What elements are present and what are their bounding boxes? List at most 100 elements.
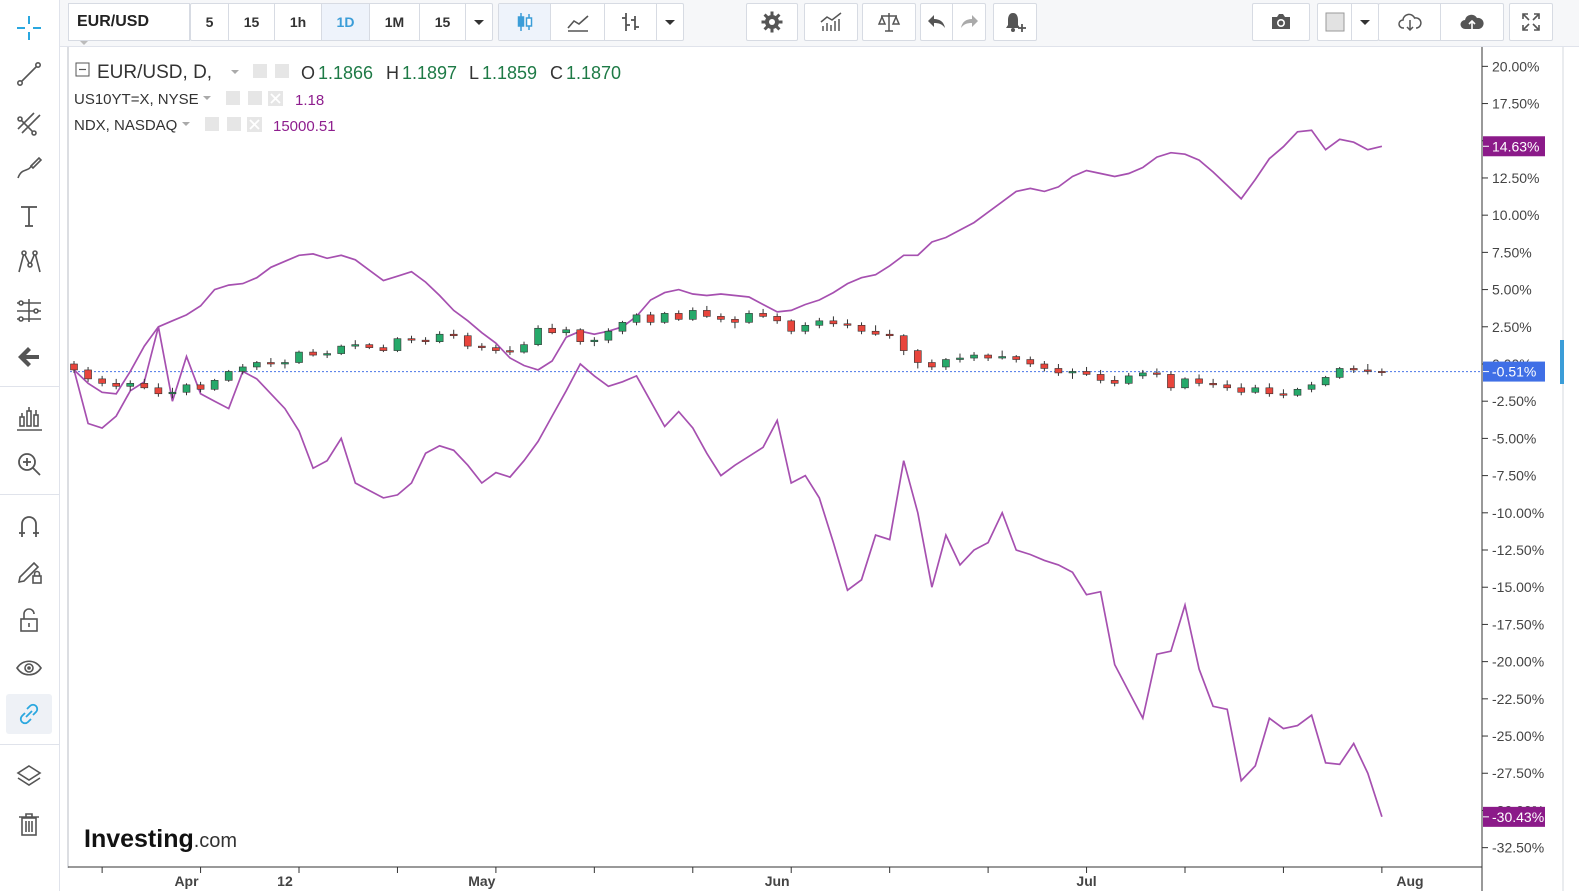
area-chart-icon[interactable] <box>551 4 605 40</box>
back-arrow-icon[interactable] <box>6 337 52 377</box>
interval-15[interactable]: 15 <box>229 4 275 40</box>
legend-close-label: C <box>550 63 563 83</box>
indicators-icon[interactable] <box>805 4 857 40</box>
gear-icon[interactable] <box>275 64 289 78</box>
legend-open-value: 1.1866 <box>318 63 373 83</box>
interval-group: 5 15 1h 1D 1M 15 <box>190 3 493 41</box>
candle-body <box>1110 380 1119 384</box>
price-tick-label: 10.00% <box>1492 207 1539 223</box>
candle-body <box>1124 375 1133 384</box>
camera-icon[interactable] <box>1253 4 1309 40</box>
interval-dropdown[interactable] <box>466 4 492 40</box>
layers-icon[interactable] <box>6 756 52 796</box>
comparison-lines <box>73 129 1383 818</box>
price-badges: 14.63% -0.51% -30.43% <box>1483 136 1545 827</box>
candle-body <box>196 384 205 390</box>
compare-icon[interactable] <box>863 4 915 40</box>
candle-body <box>463 335 472 347</box>
chevron-down-icon[interactable] <box>182 122 190 126</box>
close-cross <box>270 93 281 104</box>
eye-icon[interactable] <box>6 648 52 688</box>
fullscreen-icon[interactable] <box>1510 4 1552 40</box>
candle-body <box>534 327 542 345</box>
text-icon[interactable] <box>6 196 52 236</box>
lock-drawing-icon[interactable] <box>6 552 52 592</box>
candle-body <box>154 387 163 395</box>
toolbar-separator <box>0 386 60 387</box>
trend-line-icon[interactable] <box>6 54 52 94</box>
interval-1d[interactable]: 1D <box>322 4 370 40</box>
unlock-icon[interactable] <box>6 600 52 640</box>
legend-main-symbol[interactable]: EUR/USD, D, <box>97 62 212 83</box>
time-tick-label: 12 <box>277 873 293 889</box>
candles-icon[interactable] <box>499 4 551 40</box>
logo-brand: Investing <box>84 825 194 853</box>
chevron-down-icon[interactable] <box>231 70 239 74</box>
candle-body <box>618 322 627 332</box>
toolbar-separator <box>0 744 60 745</box>
eye-icon[interactable] <box>205 117 219 131</box>
candle-body <box>112 383 120 387</box>
interval-15-custom[interactable]: 15 <box>420 4 466 40</box>
chevron-down-icon <box>474 20 484 25</box>
candle-body <box>646 314 655 323</box>
gear-icon[interactable] <box>248 91 262 105</box>
candle-body <box>337 345 346 354</box>
cloud-upload-icon[interactable] <box>1441 4 1503 40</box>
gear-icon[interactable] <box>227 117 241 131</box>
bars-icon[interactable] <box>605 4 657 40</box>
collapse-arrow-icon[interactable] <box>80 41 88 45</box>
crosshair-icon[interactable] <box>6 8 52 48</box>
zoom-in-icon[interactable] <box>6 444 52 484</box>
price-tick-label: 2.50% <box>1492 319 1532 335</box>
right-panel-handle[interactable] <box>1560 340 1564 384</box>
cloud-download-icon[interactable] <box>1379 4 1441 40</box>
legend-series-us10y[interactable]: US10YT=X, NYSE <box>74 91 199 108</box>
eye-icon[interactable] <box>253 64 267 78</box>
candle-body <box>787 320 796 332</box>
interval-1m[interactable]: 1M <box>370 4 420 40</box>
price-badge-label: -0.51% <box>1492 364 1536 380</box>
legend-series-ndx[interactable]: NDX, NASDAQ <box>74 117 177 134</box>
chart-type-dropdown[interactable] <box>657 4 683 40</box>
interval-5[interactable]: 5 <box>191 4 229 40</box>
magnet-icon[interactable] <box>6 506 52 546</box>
price-axis: 20.00%17.50%15.00%12.50%10.00%7.50%5.00%… <box>1482 58 1544 856</box>
candle-body <box>379 347 388 351</box>
gear-icon[interactable] <box>747 4 797 40</box>
candle-body <box>759 313 767 317</box>
alert-add-icon[interactable] <box>994 4 1036 40</box>
candle-body <box>449 333 458 337</box>
symbol-input[interactable]: EUR/USD <box>68 3 190 41</box>
candle-body <box>1293 388 1302 396</box>
pattern-icon[interactable] <box>6 242 52 282</box>
color-square-icon[interactable] <box>1318 4 1352 40</box>
redo-icon[interactable] <box>953 4 985 40</box>
candle-body <box>1026 359 1035 365</box>
legend-close-value: 1.1870 <box>566 63 621 83</box>
candle-body <box>323 353 331 356</box>
measure-icon[interactable] <box>6 290 52 330</box>
undo-icon[interactable] <box>921 4 953 40</box>
color-dropdown[interactable] <box>1352 4 1378 40</box>
price-tick-label: -5.00% <box>1492 430 1536 446</box>
price-tick-label: 20.00% <box>1492 58 1539 74</box>
chevron-down-icon[interactable] <box>203 96 211 100</box>
candle-body <box>562 329 571 334</box>
candle-body <box>1335 368 1344 378</box>
candle-body <box>309 351 317 356</box>
forecast-icon[interactable] <box>6 398 52 438</box>
brush-icon[interactable] <box>6 148 52 188</box>
candle-body <box>492 347 500 351</box>
link-icon[interactable] <box>6 694 52 734</box>
eye-icon[interactable] <box>226 91 240 105</box>
candle-body <box>843 323 852 326</box>
price-tick-label: -27.50% <box>1492 765 1544 781</box>
candle-body <box>885 333 894 337</box>
candle-body <box>1153 372 1161 375</box>
candle-body <box>421 339 430 342</box>
interval-1h[interactable]: 1h <box>275 4 322 40</box>
trash-icon[interactable] <box>6 804 52 844</box>
pitchfork-icon[interactable] <box>6 102 52 142</box>
